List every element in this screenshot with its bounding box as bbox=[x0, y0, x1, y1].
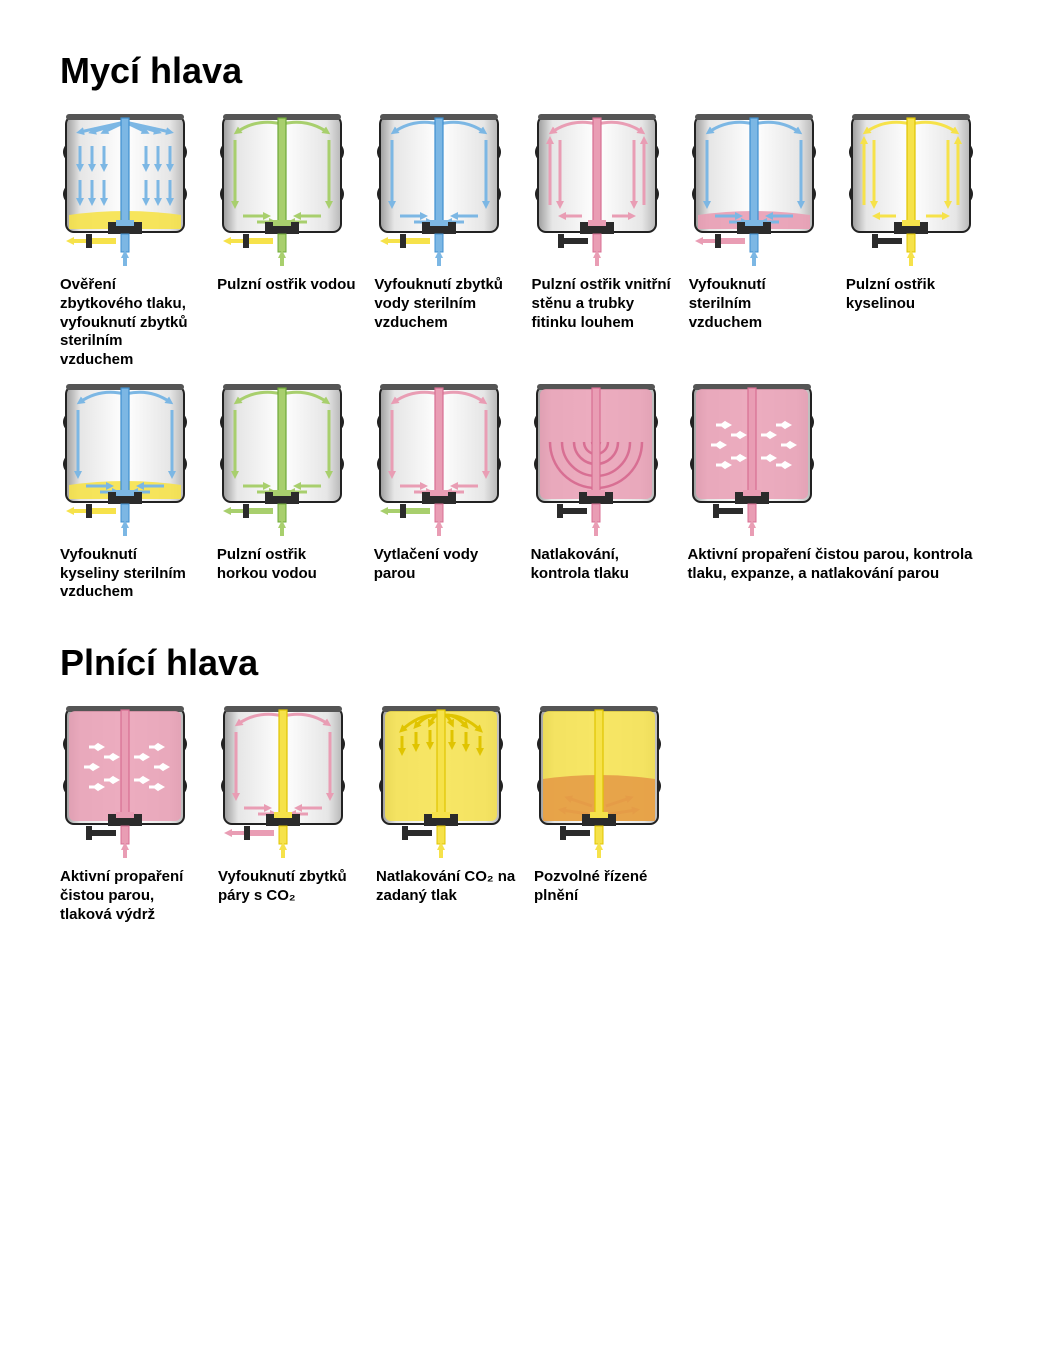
step-f1: Aktivní propaření čistou parou, tlaková … bbox=[60, 702, 200, 924]
keg-wrap-w9 bbox=[374, 380, 504, 538]
caption-w5: Vyfouknutí sterilním vzduchem bbox=[689, 276, 828, 332]
keg-wrap-w10 bbox=[531, 380, 661, 538]
section-title-filling: Plnící hlava bbox=[60, 642, 985, 684]
keg-wrap-f3 bbox=[376, 702, 506, 860]
keg-diagram-w6 bbox=[846, 110, 976, 268]
keg-wrap-w1 bbox=[60, 110, 190, 268]
keg-diagram-f1 bbox=[60, 702, 190, 860]
keg-diagram-w1 bbox=[60, 110, 190, 268]
keg-wrap-w4 bbox=[532, 110, 662, 268]
keg-diagram-f2 bbox=[218, 702, 348, 860]
row-washing-2: Vyfouknutí kyseliny sterilním vzduchem bbox=[60, 380, 985, 602]
caption-w3: Vyfouknutí zbytků vody sterilním vzduche… bbox=[374, 276, 513, 332]
caption-w1: Ověření zbytkového tlaku, vyfouknutí zby… bbox=[60, 276, 199, 370]
row-filling-1: Aktivní propaření čistou parou, tlaková … bbox=[60, 702, 985, 924]
row-washing-1: Ověření zbytkového tlaku, vyfouknutí zby… bbox=[60, 110, 985, 370]
keg-diagram-w10 bbox=[531, 380, 661, 538]
caption-w4: Pulzní ostřik vnitřní stěnu a trubky fit… bbox=[532, 276, 671, 332]
step-w1: Ověření zbytkového tlaku, vyfouknutí zby… bbox=[60, 110, 199, 370]
keg-diagram-w4 bbox=[532, 110, 662, 268]
keg-diagram-w11 bbox=[687, 380, 817, 538]
caption-f1: Aktivní propaření čistou parou, tlaková … bbox=[60, 868, 200, 924]
keg-diagram-w9 bbox=[374, 380, 504, 538]
step-w6: Pulzní ostřik kyselinou bbox=[846, 110, 985, 370]
keg-wrap-w2 bbox=[217, 110, 347, 268]
step-w8: Pulzní ostřik horkou vodou bbox=[217, 380, 356, 602]
keg-diagram-w7 bbox=[60, 380, 190, 538]
caption-w11: Aktivní propaření čistou parou, kontrola… bbox=[687, 546, 985, 584]
keg-wrap-w7 bbox=[60, 380, 190, 538]
keg-diagram-w3 bbox=[374, 110, 504, 268]
keg-diagram-w2 bbox=[217, 110, 347, 268]
section-title-washing: Mycí hlava bbox=[60, 50, 985, 92]
keg-wrap-w8 bbox=[217, 380, 347, 538]
caption-f4: Pozvolné řízené plnění bbox=[534, 868, 674, 906]
step-w5: Vyfouknutí sterilním vzduchem bbox=[689, 110, 828, 370]
keg-wrap-w3 bbox=[374, 110, 504, 268]
caption-f2: Vyfouknutí zbytků páry s CO₂ bbox=[218, 868, 358, 906]
caption-w2: Pulzní ostřik vodou bbox=[217, 276, 356, 295]
keg-wrap-f2 bbox=[218, 702, 348, 860]
caption-w9: Vytlačení vody parou bbox=[374, 546, 513, 584]
caption-w8: Pulzní ostřik horkou vodou bbox=[217, 546, 356, 584]
step-w11: Aktivní propaření čistou parou, kontrola… bbox=[687, 380, 985, 602]
step-w9: Vytlačení vody parou bbox=[374, 380, 513, 602]
step-f2: Vyfouknutí zbytků páry s CO₂ bbox=[218, 702, 358, 924]
keg-diagram-f4 bbox=[534, 702, 664, 860]
caption-w10: Natlakování, kontrola tlaku bbox=[531, 546, 670, 584]
keg-wrap-f1 bbox=[60, 702, 190, 860]
caption-w6: Pulzní ostřik kyselinou bbox=[846, 276, 985, 314]
keg-wrap-w6 bbox=[846, 110, 976, 268]
step-w10: Natlakování, kontrola tlaku bbox=[531, 380, 670, 602]
step-f4: Pozvolné řízené plnění bbox=[534, 702, 674, 924]
keg-wrap-w11 bbox=[687, 380, 817, 538]
step-w4: Pulzní ostřik vnitřní stěnu a trubky fit… bbox=[532, 110, 671, 370]
keg-diagram-w8 bbox=[217, 380, 347, 538]
caption-f3: Natlakování CO₂ na zadaný tlak bbox=[376, 868, 516, 906]
keg-diagram-f3 bbox=[376, 702, 506, 860]
keg-wrap-w5 bbox=[689, 110, 819, 268]
caption-w7: Vyfouknutí kyseliny sterilním vzduchem bbox=[60, 546, 199, 602]
step-w2: Pulzní ostřik vodou bbox=[217, 110, 356, 370]
keg-diagram-w5 bbox=[689, 110, 819, 268]
step-f3: Natlakování CO₂ na zadaný tlak bbox=[376, 702, 516, 924]
step-w7: Vyfouknutí kyseliny sterilním vzduchem bbox=[60, 380, 199, 602]
step-w3: Vyfouknutí zbytků vody sterilním vzduche… bbox=[374, 110, 513, 370]
keg-wrap-f4 bbox=[534, 702, 664, 860]
